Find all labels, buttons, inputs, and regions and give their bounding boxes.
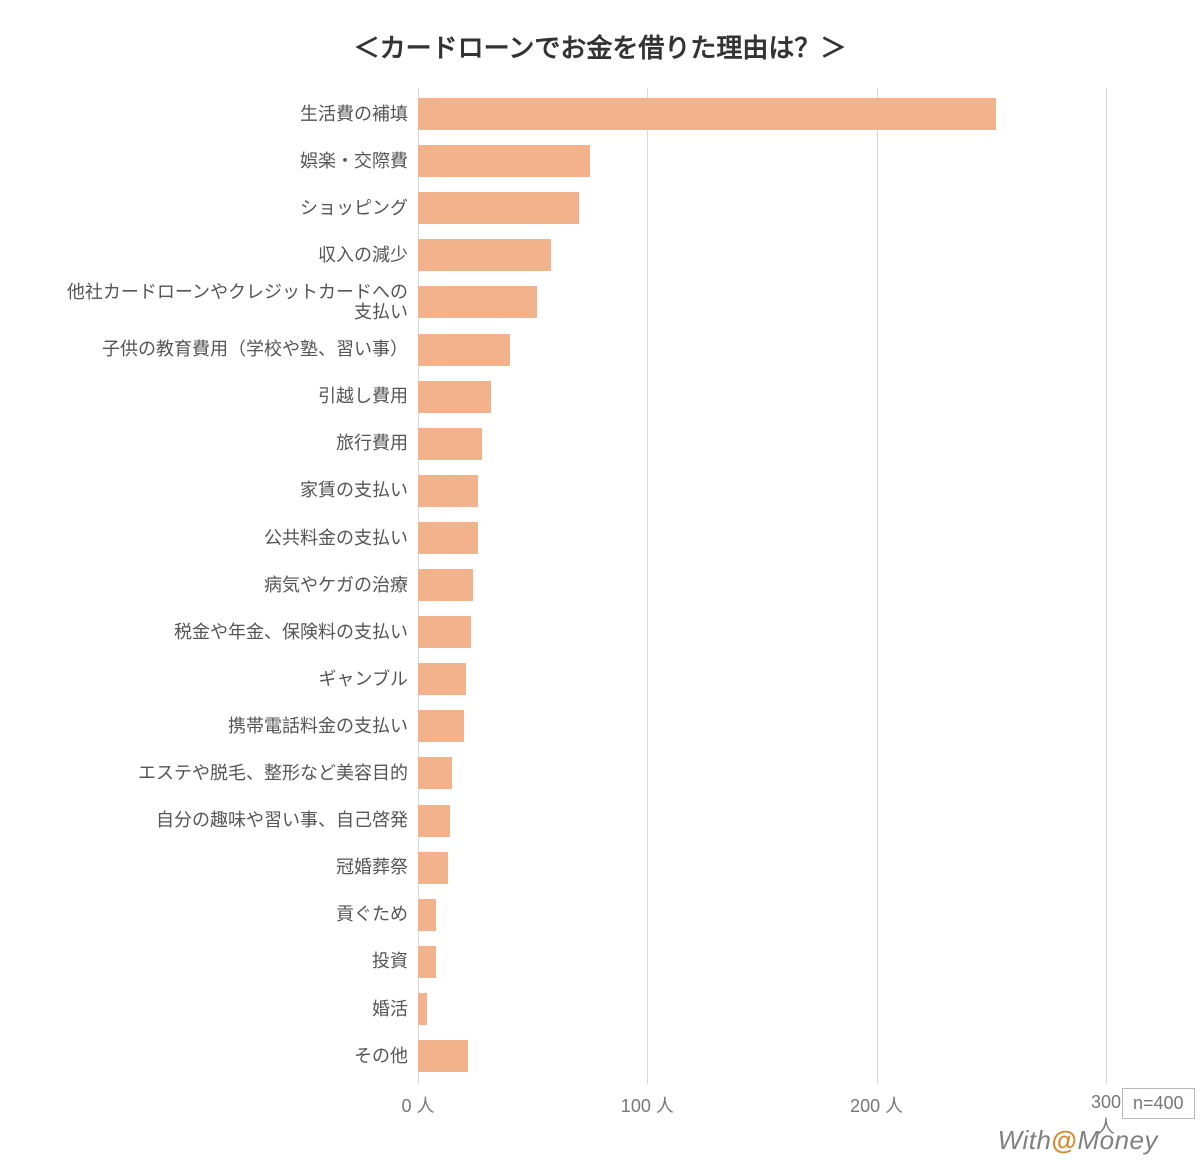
bar-row: ショッピング (418, 192, 1106, 224)
category-label: その他 (8, 1046, 418, 1067)
bar-row: その他 (418, 1040, 1106, 1072)
bar (418, 946, 436, 978)
bar (418, 899, 436, 931)
bar (418, 239, 551, 271)
category-label: 冠婚葬祭 (8, 857, 418, 878)
bar-row: 収入の減少 (418, 239, 1106, 271)
category-label: 投資 (8, 951, 418, 972)
bar (418, 381, 491, 413)
bar-row: 他社カードローンやクレジットカードへの 支払い (418, 286, 1106, 318)
bar-row: 公共料金の支払い (418, 522, 1106, 554)
category-label: 旅行費用 (8, 433, 418, 454)
bar (418, 757, 452, 789)
bar (418, 428, 482, 460)
bar-row: 引越し費用 (418, 381, 1106, 413)
bar (418, 475, 478, 507)
bar-row: 子供の教育費用（学校や塾、習い事） (418, 334, 1106, 366)
category-label: 自分の趣味や習い事、自己啓発 (8, 810, 418, 831)
chart-title: ＜カードローンでお金を借りた理由は？＞ (0, 0, 1200, 65)
gridline (1106, 88, 1107, 1084)
x-tick-label: 200 人 (850, 1092, 903, 1118)
bar (418, 1040, 468, 1072)
bar-row: 冠婚葬祭 (418, 852, 1106, 884)
bar (418, 805, 450, 837)
category-label: 病気やケガの治療 (8, 575, 418, 596)
bar-row: 病気やケガの治療 (418, 569, 1106, 601)
bar (418, 569, 473, 601)
category-label: 他社カードローンやクレジットカードへの 支払い (8, 282, 418, 323)
bar (418, 145, 590, 177)
bar-row: エステや脱毛、整形など美容目的 (418, 757, 1106, 789)
bar (418, 852, 448, 884)
bar (418, 286, 537, 318)
bar-row: 家賃の支払い (418, 475, 1106, 507)
bar (418, 616, 471, 648)
category-label: 貢ぐため (8, 904, 418, 925)
category-label: 収入の減少 (8, 245, 418, 266)
category-label: 娯楽・交際費 (8, 151, 418, 172)
watermark-at-icon: @ (1053, 1130, 1075, 1152)
bar-row: 税金や年金、保険料の支払い (418, 616, 1106, 648)
chart-container: ＜カードローンでお金を借りた理由は？＞ 生活費の補填娯楽・交際費ショッピング収入… (0, 0, 1200, 1174)
category-label: ギャンブル (8, 669, 418, 690)
bar-row: 娯楽・交際費 (418, 145, 1106, 177)
bar-row: 婚活 (418, 993, 1106, 1025)
category-label: エステや脱毛、整形など美容目的 (8, 763, 418, 784)
bar (418, 334, 510, 366)
bar-row: 携帯電話料金の支払い (418, 710, 1106, 742)
bar (418, 98, 996, 130)
watermark: With @ Money (998, 1125, 1158, 1156)
category-label: 婚活 (8, 999, 418, 1020)
bar-row: 自分の趣味や習い事、自己啓発 (418, 805, 1106, 837)
bar (418, 710, 464, 742)
bar-row: 貢ぐため (418, 899, 1106, 931)
watermark-part2: Money (1077, 1125, 1158, 1156)
x-tick-label: 0 人 (401, 1092, 434, 1118)
bar-row: ギャンブル (418, 663, 1106, 695)
category-label: 引越し費用 (8, 386, 418, 407)
watermark-part1: With (998, 1125, 1052, 1156)
bar (418, 663, 466, 695)
bar (418, 192, 579, 224)
x-tick-label: 100 人 (621, 1092, 674, 1118)
category-label: 生活費の補填 (8, 104, 418, 125)
plot-area: 生活費の補填娯楽・交際費ショッピング収入の減少他社カードローンやクレジットカード… (418, 88, 1106, 1084)
bar (418, 522, 478, 554)
category-label: 子供の教育費用（学校や塾、習い事） (8, 339, 418, 360)
bar (418, 993, 427, 1025)
category-label: 家賃の支払い (8, 480, 418, 501)
bar-row: 投資 (418, 946, 1106, 978)
category-label: 公共料金の支払い (8, 528, 418, 549)
category-label: ショッピング (8, 198, 418, 219)
category-label: 携帯電話料金の支払い (8, 716, 418, 737)
category-label: 税金や年金、保険料の支払い (8, 622, 418, 643)
bar-row: 生活費の補填 (418, 98, 1106, 130)
sample-size-box: n=400 (1122, 1088, 1195, 1119)
bar-row: 旅行費用 (418, 428, 1106, 460)
